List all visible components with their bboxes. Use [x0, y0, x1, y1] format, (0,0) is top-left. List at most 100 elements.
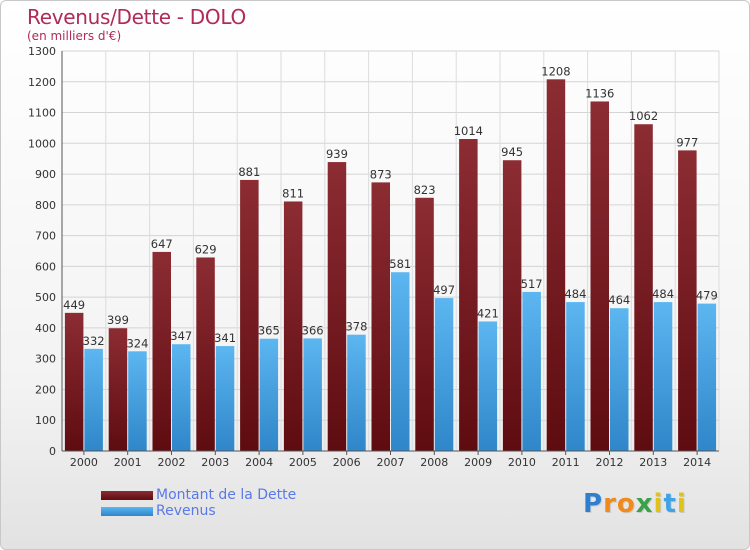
y-tick-label: 300 — [35, 353, 56, 366]
value-label-dette: 873 — [370, 167, 392, 181]
y-tick-label: 500 — [35, 291, 56, 304]
value-label-dette: 823 — [414, 183, 436, 197]
bar-dette — [634, 124, 653, 451]
bar-revenus — [128, 351, 147, 451]
bar-revenus — [522, 291, 541, 451]
bar-dette — [590, 101, 609, 451]
y-tick-label: 1200 — [28, 76, 56, 89]
x-tick-label: 2009 — [464, 456, 492, 469]
value-label-revenus: 421 — [477, 306, 499, 320]
logo-letter: i — [676, 489, 687, 519]
legend-item-revenus: Revenus — [101, 503, 296, 519]
bar-dette — [678, 150, 697, 451]
value-label-revenus: 484 — [564, 287, 586, 301]
y-tick-label: 1100 — [28, 107, 56, 120]
bar-dette — [327, 162, 347, 452]
y-tick-label: 100 — [35, 414, 56, 427]
value-label-revenus: 517 — [521, 277, 543, 291]
value-label-dette: 647 — [151, 237, 173, 251]
value-label-dette: 629 — [195, 242, 217, 256]
bar-revenus — [215, 346, 235, 451]
value-label-revenus: 365 — [258, 324, 280, 338]
bar-revenus — [303, 338, 322, 451]
value-label-revenus: 332 — [83, 334, 105, 348]
value-label-revenus: 497 — [433, 283, 455, 297]
legend-label-dette: Montant de la Dette — [156, 487, 297, 503]
value-label-dette: 449 — [63, 298, 85, 312]
value-label-revenus: 341 — [214, 331, 236, 345]
x-tick-label: 2001 — [114, 456, 142, 469]
legend-swatch-dette — [101, 490, 153, 500]
bar-revenus — [347, 334, 366, 451]
logo-letter: x — [635, 489, 654, 519]
x-tick-label: 2014 — [683, 456, 711, 469]
x-tick-label: 2007 — [377, 456, 405, 469]
y-tick-label: 1000 — [28, 137, 56, 150]
bar-revenus — [391, 272, 410, 451]
value-label-revenus: 378 — [345, 320, 367, 334]
value-label-revenus: 484 — [652, 287, 674, 301]
bar-revenus — [259, 338, 279, 451]
y-tick-label: 900 — [35, 168, 56, 181]
logo-letter: P — [583, 489, 604, 519]
bar-dette — [64, 312, 84, 451]
bar-dette — [196, 257, 215, 451]
value-label-revenus: 324 — [126, 336, 148, 350]
bar-revenus — [434, 298, 454, 451]
bar-dette — [502, 160, 522, 451]
bar-dette — [240, 179, 259, 451]
value-label-dette: 1062 — [629, 109, 658, 123]
y-tick-label: 700 — [35, 230, 56, 243]
value-label-dette: 1208 — [541, 64, 570, 78]
bar-dette — [459, 139, 478, 451]
x-tick-label: 2006 — [333, 456, 361, 469]
value-label-dette: 1014 — [454, 124, 483, 138]
value-label-revenus: 347 — [170, 329, 192, 343]
bar-dette — [371, 182, 390, 451]
y-tick-label: 400 — [35, 322, 56, 335]
chart-subtitle: (en milliers d'€) — [27, 29, 122, 43]
value-label-revenus: 366 — [302, 323, 324, 337]
x-tick-label: 2011 — [552, 456, 580, 469]
y-tick-label: 800 — [35, 199, 56, 212]
bar-revenus — [84, 348, 103, 451]
logo-letter: r — [603, 489, 617, 519]
bar-revenus — [478, 321, 498, 451]
x-tick-label: 2008 — [420, 456, 448, 469]
value-label-dette: 977 — [676, 135, 698, 149]
x-tick-label: 2000 — [70, 456, 98, 469]
y-tick-label: 1300 — [28, 45, 56, 58]
logo-letter: o — [616, 489, 636, 519]
x-tick-label: 2004 — [245, 456, 273, 469]
legend-label-revenus: Revenus — [156, 503, 216, 519]
value-label-dette: 881 — [238, 165, 260, 179]
legend: Montant de la Dette Revenus — [101, 487, 296, 519]
x-tick-label: 2012 — [596, 456, 624, 469]
value-label-dette: 399 — [107, 313, 129, 327]
y-tick-label: 200 — [35, 383, 56, 396]
x-tick-label: 2010 — [508, 456, 536, 469]
bar-dette — [415, 197, 434, 451]
value-label-revenus: 479 — [696, 289, 718, 303]
bar-dette — [283, 201, 303, 451]
bar-dette — [108, 328, 128, 451]
value-label-revenus: 581 — [389, 257, 411, 271]
value-label-dette: 811 — [282, 186, 304, 200]
legend-item-dette: Montant de la Dette — [101, 487, 296, 503]
logo-letter: i — [653, 489, 664, 519]
x-tick-label: 2013 — [639, 456, 667, 469]
x-tick-label: 2003 — [201, 456, 229, 469]
y-tick-label: 0 — [49, 445, 56, 458]
logo-letter: t — [663, 489, 677, 519]
value-label-dette: 939 — [326, 147, 348, 161]
x-tick-label: 2002 — [158, 456, 186, 469]
bar-revenus — [610, 308, 629, 451]
bar-dette — [546, 79, 566, 452]
value-label-dette: 945 — [501, 145, 523, 159]
value-label-dette: 1136 — [585, 86, 614, 100]
bar-revenus — [172, 344, 191, 451]
y-tick-label: 600 — [35, 260, 56, 273]
bar-dette — [152, 251, 171, 451]
